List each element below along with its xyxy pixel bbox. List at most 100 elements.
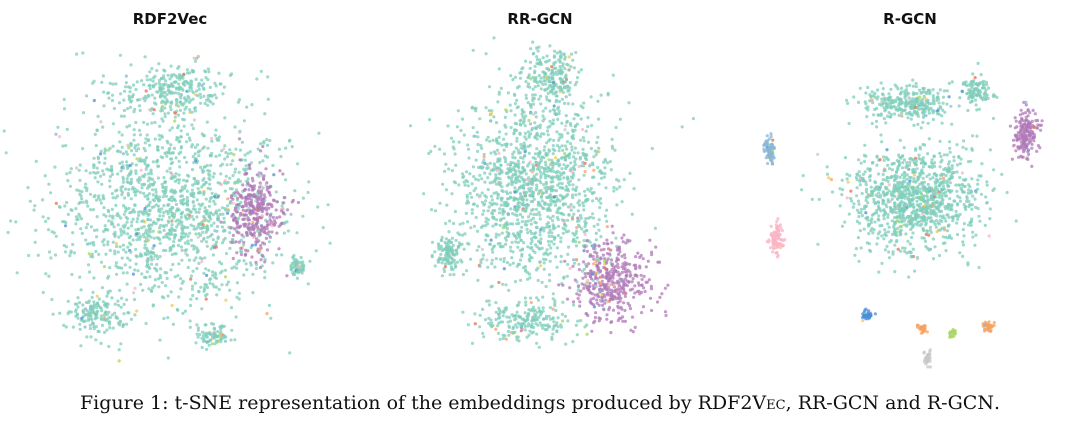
data-point xyxy=(551,118,555,122)
data-point xyxy=(509,109,513,113)
data-point xyxy=(494,232,498,236)
data-point xyxy=(198,226,202,230)
data-point xyxy=(475,204,479,208)
data-point xyxy=(171,244,175,248)
data-point xyxy=(180,223,184,227)
data-point xyxy=(222,216,226,220)
data-point xyxy=(522,322,526,326)
data-point xyxy=(102,206,106,210)
data-point xyxy=(151,160,155,164)
data-point xyxy=(521,147,525,151)
data-point xyxy=(546,215,550,219)
data-point xyxy=(535,183,539,187)
data-point xyxy=(507,288,511,292)
data-point xyxy=(36,253,40,257)
data-point xyxy=(517,84,521,88)
data-point xyxy=(181,311,185,315)
data-point xyxy=(9,219,13,223)
data-point xyxy=(152,257,156,261)
data-point xyxy=(121,184,125,189)
data-point xyxy=(601,275,605,279)
data-point xyxy=(531,207,535,211)
data-point xyxy=(54,132,58,136)
data-point xyxy=(481,161,485,165)
data-point xyxy=(555,265,559,269)
data-point xyxy=(849,189,853,193)
data-point xyxy=(169,246,173,250)
data-point xyxy=(198,190,202,194)
data-point xyxy=(75,188,79,192)
data-point xyxy=(577,70,581,74)
data-point xyxy=(492,36,496,40)
data-point xyxy=(207,268,211,272)
data-point xyxy=(172,146,176,150)
data-point xyxy=(597,319,601,323)
data-point xyxy=(107,96,111,100)
data-point xyxy=(511,168,515,172)
data-point xyxy=(200,84,204,88)
data-point xyxy=(110,296,114,300)
data-point xyxy=(438,201,442,205)
data-point xyxy=(526,271,530,275)
data-point xyxy=(68,184,72,188)
data-point xyxy=(142,83,146,87)
data-point xyxy=(461,175,465,179)
data-point xyxy=(242,213,246,217)
data-point xyxy=(486,209,490,213)
data-point xyxy=(564,184,568,188)
data-point xyxy=(188,303,193,308)
data-point xyxy=(191,183,195,187)
data-point xyxy=(124,85,128,89)
data-point xyxy=(496,324,500,328)
data-point xyxy=(552,325,556,329)
data-point xyxy=(543,173,547,177)
data-point xyxy=(526,245,530,249)
data-point xyxy=(537,168,541,172)
data-point xyxy=(177,159,181,163)
data-point xyxy=(586,125,590,129)
data-point xyxy=(531,317,535,321)
data-point xyxy=(187,258,192,262)
data-point xyxy=(532,212,536,216)
data-point xyxy=(529,47,533,51)
data-point xyxy=(87,242,91,246)
data-point xyxy=(122,114,126,118)
data-point xyxy=(546,239,551,243)
data-point xyxy=(146,217,150,221)
data-point xyxy=(194,256,198,260)
data-point xyxy=(178,108,182,112)
data-point xyxy=(592,321,596,325)
data-point xyxy=(26,186,30,190)
data-point xyxy=(480,177,484,181)
data-point xyxy=(259,69,263,73)
data-point xyxy=(184,179,189,183)
data-point xyxy=(509,207,513,211)
data-point xyxy=(179,189,183,193)
data-point xyxy=(518,212,522,217)
data-point xyxy=(524,96,528,100)
data-point xyxy=(266,202,271,206)
data-point xyxy=(521,66,525,70)
data-point xyxy=(520,225,524,229)
data-point xyxy=(509,160,513,165)
data-point xyxy=(504,200,508,204)
data-point xyxy=(248,150,252,154)
data-point xyxy=(224,298,228,302)
data-point xyxy=(509,177,513,181)
data-point xyxy=(164,189,168,193)
data-point xyxy=(290,268,294,272)
data-point xyxy=(191,269,195,273)
data-point xyxy=(529,111,533,115)
data-point xyxy=(558,65,562,69)
data-point xyxy=(550,167,555,171)
data-point xyxy=(183,155,187,160)
data-point xyxy=(519,238,523,242)
data-point xyxy=(150,205,154,209)
data-point xyxy=(551,152,555,156)
data-point xyxy=(218,82,222,86)
data-point xyxy=(548,99,552,103)
data-point xyxy=(575,185,579,189)
data-point xyxy=(212,336,216,340)
data-point xyxy=(129,243,133,247)
data-point xyxy=(211,175,215,179)
